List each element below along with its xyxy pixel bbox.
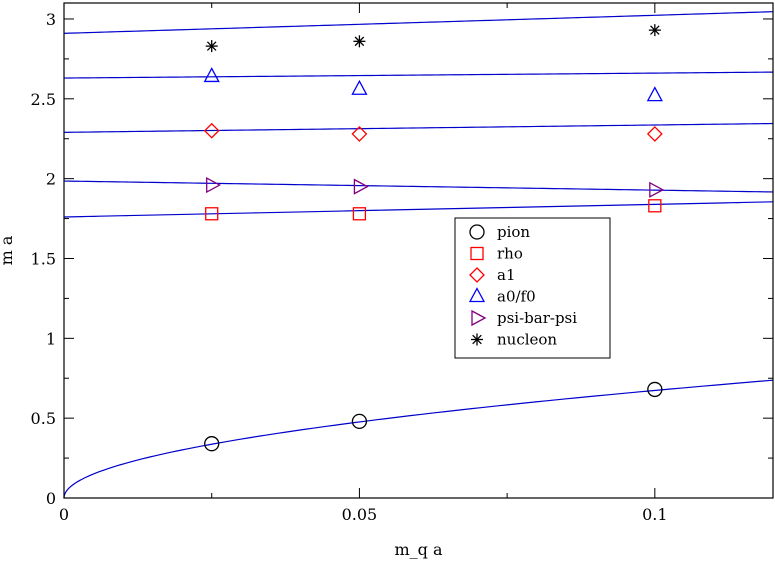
y-tick-label: 0.5	[31, 409, 56, 428]
legend-label-rho: rho	[497, 245, 523, 263]
point-nucleon	[648, 24, 661, 37]
legend-marker-nucleon	[471, 333, 483, 346]
point-rho	[648, 199, 662, 213]
point-nucleon	[205, 40, 218, 53]
point-a1	[203, 122, 220, 139]
legend-label-nucleon: nucleon	[497, 331, 557, 349]
point-a1	[351, 126, 368, 142]
fit-curves	[63, 11, 774, 499]
point-pion	[647, 381, 663, 398]
legend-marker-psi-bar-psi	[471, 309, 487, 327]
y-tick-label: 1	[46, 329, 56, 348]
point-rho	[205, 207, 219, 221]
x-tick-label: 0.05	[342, 505, 378, 524]
point-psi-bar-psi	[353, 178, 369, 195]
fit-line-pion	[63, 379, 774, 499]
point-psi-bar-psi	[206, 176, 222, 194]
tick-labels: 0 0.05 0.1 0 0.5 1 1.5 2 2.5 3	[31, 10, 668, 524]
point-a0-f0	[203, 67, 220, 83]
point-pion	[204, 436, 220, 452]
fit-line-nucleon	[63, 11, 774, 34]
y-axis-label: m a	[0, 235, 16, 265]
y-tick-label: 3	[46, 10, 56, 29]
legend-box	[454, 217, 611, 359]
fit-line-a1	[63, 122, 774, 133]
legend-marker-rho	[470, 246, 484, 261]
point-nucleon	[353, 35, 366, 48]
x-tick-label: 0.1	[642, 505, 667, 524]
point-rho	[352, 207, 367, 221]
y-tick-label: 0	[46, 489, 56, 508]
point-a1	[646, 126, 663, 142]
y-tick-label: 2	[46, 170, 56, 189]
legend-label-pion: pion	[497, 223, 530, 241]
legend-label-psi-bar-psi: psi-bar-psi	[497, 309, 577, 327]
point-a0-f0	[646, 86, 663, 102]
y-tick-label: 1.5	[31, 249, 56, 268]
plot-frame	[63, 2, 774, 499]
point-a0-f0	[351, 79, 368, 95]
x-tick-label: 0	[59, 505, 69, 524]
legend-marker-pion	[469, 224, 485, 240]
legend-label-a1: a1	[497, 266, 516, 284]
fit-line-a0-f0	[63, 71, 774, 79]
fit-line-psi-bar-psi	[63, 180, 774, 193]
point-pion	[351, 413, 368, 430]
point-psi-bar-psi	[649, 181, 665, 198]
legend-label-a0-f0: a0/f0	[497, 288, 536, 306]
data-markers	[203, 24, 665, 452]
y-tick-label: 2.5	[31, 90, 56, 109]
legend: pion rho a1 a0/f0 psi-bar-psi nucleon	[454, 217, 611, 359]
legend-marker-a1	[469, 267, 485, 283]
legend-marker-a0-f0	[468, 287, 486, 303]
fit-line-rho	[63, 201, 774, 218]
x-axis-label: m_q a	[394, 540, 443, 559]
